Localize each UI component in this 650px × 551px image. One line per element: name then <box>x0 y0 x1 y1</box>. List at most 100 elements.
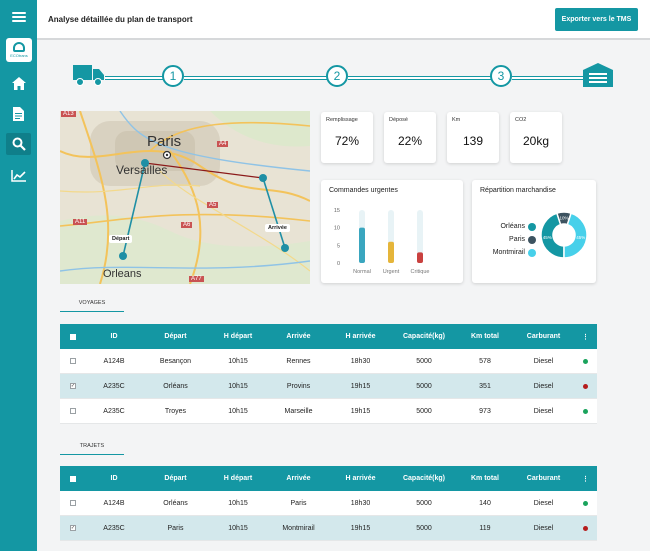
cell-km-total: 351 <box>479 382 491 390</box>
step-connector <box>105 76 163 80</box>
cell-km-total: 973 <box>479 407 491 415</box>
cell-depart: Orléans <box>163 382 188 390</box>
road-badge-a6: A6 <box>181 222 193 228</box>
map-marker-arrivee[interactable]: Arrivée <box>265 224 290 232</box>
stat-card-km: Km 139 <box>447 112 499 163</box>
cell-carburant: Diesel <box>533 524 554 532</box>
table-row[interactable]: A235C Troyes 10h15 Marseille 19h15 5000 973 Die… <box>60 399 597 424</box>
more-icon[interactable]: ⋮ <box>582 333 589 341</box>
transport-stepper: 1 2 3 <box>37 58 650 98</box>
road-badge-a13: A13 <box>61 111 76 117</box>
row-checkbox[interactable] <box>60 358 86 364</box>
column-header-heure-arrivee: H arrivée <box>345 475 376 482</box>
step-connector <box>512 76 584 80</box>
y-tick-label: 15 <box>334 208 340 214</box>
step-connector <box>184 76 327 80</box>
card-title: Commandes urgentes <box>329 187 398 194</box>
cell-heure-depart: 10h15 <box>228 382 248 390</box>
stat-value: 139 <box>462 134 484 148</box>
column-header-depart: Départ <box>164 475 187 482</box>
table-row[interactable]: A124B Besançon 10h15 Rennes 18h30 5000 578 Dies… <box>60 349 597 374</box>
x-tick-label: Normal <box>353 269 371 275</box>
table-header: ID Départ H départ Arrivée H arrivée Capacité… <box>60 466 597 491</box>
status-dot <box>574 500 597 506</box>
donut-legend: Orléans Paris Montmirail <box>480 220 536 259</box>
search-icon[interactable] <box>6 133 31 155</box>
column-header-heure-depart: H départ <box>223 333 253 340</box>
tab-voyages[interactable]: VOYAGES <box>60 298 124 312</box>
export-tms-button[interactable]: Exporter vers le TMS <box>555 8 638 31</box>
app-logo: ECOtrans <box>6 38 32 62</box>
step-2[interactable]: 2 <box>326 65 348 87</box>
legend-swatch <box>528 248 536 257</box>
cell-heure-depart: 10h15 <box>228 407 248 415</box>
x-tick-label: Urgent <box>383 269 400 275</box>
table-row[interactable]: A124B Orléans 10h15 Paris 18h30 5000 140 Diesel <box>60 491 597 516</box>
tab-trajets[interactable]: TRAJETS <box>60 441 124 455</box>
stat-label: Remplissage <box>326 117 358 123</box>
status-dot <box>574 383 597 389</box>
road-badge-a11: A11 <box>73 219 88 225</box>
select-all-checkbox[interactable] <box>60 475 86 482</box>
repartition-card: Répartition marchandise Orléans Paris Mo… <box>472 180 596 283</box>
column-header-km-total: Km total <box>471 333 499 340</box>
stat-value: 22% <box>397 134 423 148</box>
column-header-id: ID <box>110 333 118 340</box>
step-3[interactable]: 3 <box>490 65 512 87</box>
bar-urgent <box>388 241 394 263</box>
bar-critique <box>417 252 423 263</box>
legend-item: Paris <box>480 233 536 246</box>
step-1[interactable]: 1 <box>162 65 184 87</box>
cell-heure-arrivee: 18h30 <box>350 357 371 365</box>
column-header-carburant: Carburant <box>526 475 561 482</box>
cell-km-total: 119 <box>479 524 491 532</box>
cell-arrivee: Paris <box>290 499 307 507</box>
select-all-checkbox[interactable] <box>60 333 86 340</box>
chart-icon[interactable] <box>6 165 31 187</box>
bar-normal <box>359 227 365 263</box>
status-dot <box>574 358 597 364</box>
cell-arrivee: Rennes <box>286 357 311 365</box>
check-icon: ✓ <box>70 383 76 389</box>
document-icon[interactable] <box>6 103 31 125</box>
bar-track <box>417 210 423 263</box>
more-icon[interactable]: ⋮ <box>582 475 589 483</box>
row-checkbox[interactable] <box>60 408 86 414</box>
cell-km-total: 140 <box>479 499 491 507</box>
row-checkbox[interactable]: ✓ <box>60 525 86 531</box>
home-icon[interactable] <box>6 72 31 94</box>
map-marker-depart[interactable]: Départ <box>109 235 133 243</box>
card-title: Répartition marchandise <box>480 187 556 194</box>
cell-arrivee: Montmirail <box>282 524 315 532</box>
column-header-arrivee: Arrivée <box>286 333 311 340</box>
road-badge-a77: A77 <box>189 276 204 282</box>
cell-depart: Paris <box>167 524 184 532</box>
column-header-capacite: Capacité(kg) <box>402 475 445 482</box>
column-header-carburant: Carburant <box>526 333 561 340</box>
legend-label: Paris <box>509 236 525 243</box>
column-header-arrivee: Arrivée <box>286 475 311 482</box>
cell-heure-arrivee: 19h15 <box>350 382 371 390</box>
table-header: ID Départ H départ Arrivée H arrivée Capacité… <box>60 324 597 349</box>
legend-label: Montmirail <box>492 249 525 256</box>
cell-heure-arrivee: 19h15 <box>350 524 371 532</box>
page-title: Analyse détaillée du plan de transport <box>48 15 193 24</box>
column-header-id: ID <box>110 475 118 482</box>
menu-icon[interactable] <box>6 6 31 28</box>
stat-label: CO2 <box>515 117 527 123</box>
cell-id: A124B <box>103 499 125 507</box>
cell-heure-depart: 10h15 <box>228 499 248 507</box>
column-header-heure-depart: H départ <box>223 475 253 482</box>
table-row[interactable]: ✓ A235C Orléans 10h15 Provins 19h15 5000 351 Die… <box>60 374 597 399</box>
table-row[interactable]: ✓ A235C Paris 10h15 Montmirail 19h15 5000 119 Di… <box>60 516 597 541</box>
legend-item: Orléans <box>480 220 536 233</box>
status-dot <box>574 408 597 414</box>
route-map[interactable]: Paris Versailles Orleans A13 A4 A5 A11 A… <box>60 111 310 284</box>
column-header-depart: Départ <box>164 333 187 340</box>
legend-swatch <box>528 222 536 231</box>
row-checkbox[interactable] <box>60 500 86 506</box>
sidebar: ECOtrans <box>0 0 37 551</box>
row-checkbox[interactable]: ✓ <box>60 383 86 389</box>
cell-heure-depart: 10h15 <box>228 524 248 532</box>
road-badge-a4: A4 <box>217 141 229 147</box>
